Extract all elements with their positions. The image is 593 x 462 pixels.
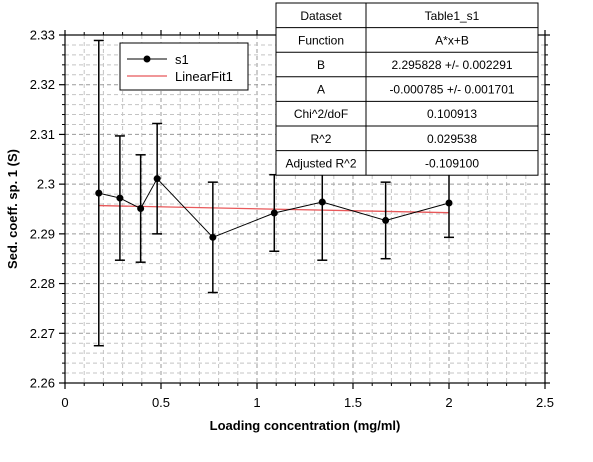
x-tick-label: 0.5 bbox=[152, 395, 170, 410]
data-point bbox=[116, 194, 124, 202]
data-point bbox=[318, 198, 326, 206]
table-param-name: B bbox=[317, 58, 325, 72]
data-point bbox=[209, 233, 217, 241]
legend-s1-label: s1 bbox=[175, 52, 189, 67]
results-table: Dataset Table1_s1 Function A*x+B B 2.295828 +… bbox=[275, 2, 539, 176]
table-param-name: R^2 bbox=[311, 132, 332, 146]
table-param-value: Table1_s1 bbox=[425, 9, 480, 23]
data-point bbox=[382, 216, 390, 224]
data-point bbox=[270, 209, 278, 217]
y-axis-title: Sed. coeff. sp. 1 (S) bbox=[5, 149, 20, 269]
table-param-value: 0.029538 bbox=[427, 132, 477, 146]
y-tick-label: 2.31 bbox=[30, 127, 55, 142]
y-tick-label: 2.27 bbox=[30, 326, 55, 341]
table-param-value: 0.100913 bbox=[427, 107, 477, 121]
table-param-name: Chi^2/doF bbox=[294, 107, 348, 121]
table-param-value: A*x+B bbox=[435, 33, 469, 47]
data-point bbox=[153, 175, 161, 183]
y-tick-label: 2.33 bbox=[30, 28, 55, 43]
table-param-value: -0.109100 bbox=[425, 156, 479, 170]
y-tick-label: 2.29 bbox=[30, 226, 55, 241]
x-axis-title: Loading concentration (mg/ml) bbox=[210, 418, 401, 433]
table-param-name: Function bbox=[298, 33, 344, 47]
legend-s1-marker bbox=[143, 55, 151, 63]
x-tick-label: 0 bbox=[61, 395, 68, 410]
y-tick-label: 2.26 bbox=[30, 376, 55, 391]
y-tick-label: 2.3 bbox=[37, 177, 55, 192]
table-param-name: Dataset bbox=[300, 9, 342, 23]
table-param-value: 2.295828 +/- 0.002291 bbox=[391, 58, 512, 72]
data-point bbox=[95, 189, 103, 197]
x-tick-label: 1.5 bbox=[344, 395, 362, 410]
y-tick-label: 2.32 bbox=[30, 77, 55, 92]
y-tick-label: 2.28 bbox=[30, 276, 55, 291]
legend: s1 LinearFit1 bbox=[119, 42, 249, 91]
data-layer bbox=[93, 39, 454, 347]
legend-fit-label: LinearFit1 bbox=[175, 69, 233, 84]
axes-layer: 0 0.5 1 1.5 2 2.5 2.26 2.27 2.28 2.29 2.3 2.31 2.32 2… bbox=[5, 28, 554, 434]
table-frame bbox=[275, 2, 539, 176]
x-tick-label: 2.5 bbox=[536, 395, 554, 410]
x-tick-label: 1 bbox=[253, 395, 260, 410]
legend-box bbox=[119, 42, 249, 91]
table-param-value: -0.000785 +/- 0.001701 bbox=[389, 83, 514, 97]
data-point bbox=[445, 199, 453, 207]
table-param-name: Adjusted R^2 bbox=[285, 156, 356, 170]
x-tick-label: 2 bbox=[445, 395, 452, 410]
data-point bbox=[137, 205, 145, 213]
table-param-name: A bbox=[317, 83, 325, 97]
